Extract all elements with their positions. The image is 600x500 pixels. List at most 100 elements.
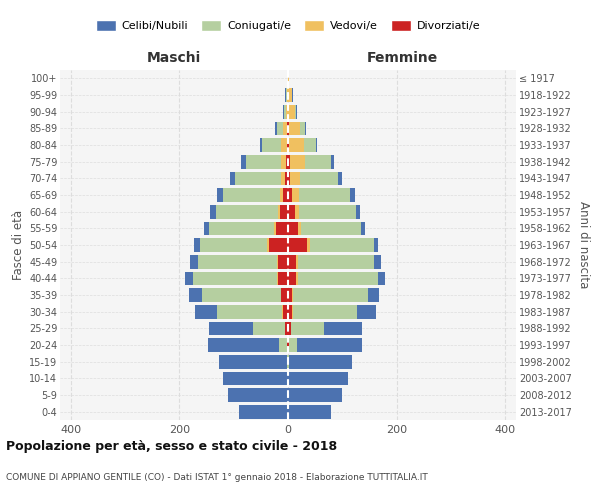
Bar <box>288 255 296 268</box>
Bar <box>288 138 316 152</box>
Bar <box>288 122 305 135</box>
Bar <box>288 155 305 168</box>
Bar <box>288 305 293 318</box>
Bar <box>279 338 288 352</box>
Bar <box>283 105 288 118</box>
Text: COMUNE DI APPIANO GENTILE (CO) - Dati ISTAT 1° gennaio 2018 - Elaborazione TUTTI: COMUNE DI APPIANO GENTILE (CO) - Dati IS… <box>6 473 428 482</box>
Bar <box>223 372 288 385</box>
Bar <box>245 155 288 168</box>
Bar <box>193 272 288 285</box>
Bar <box>276 222 288 235</box>
Bar <box>278 272 288 285</box>
Bar <box>288 272 378 285</box>
Bar <box>287 138 288 152</box>
Bar <box>194 238 288 252</box>
Bar <box>217 188 288 202</box>
Bar <box>280 188 288 202</box>
Bar <box>288 138 304 152</box>
Bar <box>288 372 348 385</box>
Bar <box>288 355 352 368</box>
Bar <box>239 405 288 418</box>
Bar <box>288 188 292 202</box>
Bar <box>285 88 288 102</box>
Bar <box>288 222 365 235</box>
Bar <box>288 338 289 352</box>
Bar <box>287 355 288 368</box>
Bar <box>283 188 288 202</box>
Bar <box>288 105 296 118</box>
Text: Maschi: Maschi <box>147 51 201 65</box>
Bar <box>288 322 325 335</box>
Y-axis label: Fasce di età: Fasce di età <box>11 210 25 280</box>
Bar <box>285 322 288 335</box>
Bar <box>287 88 288 102</box>
Text: Popolazione per età, sesso e stato civile - 2018: Popolazione per età, sesso e stato civil… <box>6 440 337 453</box>
Bar <box>288 255 298 268</box>
Bar <box>288 138 317 152</box>
Bar <box>288 305 376 318</box>
Bar <box>288 188 299 202</box>
Bar <box>200 238 288 252</box>
Bar <box>288 322 291 335</box>
Bar <box>277 272 288 285</box>
Text: Femmine: Femmine <box>367 51 437 65</box>
Bar <box>281 155 288 168</box>
Legend: Celibi/Nubili, Coniugati/e, Vedovi/e, Divorziati/e: Celibi/Nubili, Coniugati/e, Vedovi/e, Di… <box>91 16 485 36</box>
Bar <box>288 288 292 302</box>
Bar <box>217 305 288 318</box>
Bar <box>286 155 288 168</box>
Bar <box>202 288 288 302</box>
Bar <box>280 205 288 218</box>
Bar <box>288 338 362 352</box>
Bar <box>288 88 292 102</box>
Bar <box>228 388 288 402</box>
Bar <box>288 305 357 318</box>
Bar <box>216 205 288 218</box>
Bar <box>199 255 288 268</box>
Bar <box>288 222 301 235</box>
Bar <box>211 205 288 218</box>
Bar <box>219 355 288 368</box>
Bar <box>288 205 295 218</box>
Bar <box>185 272 288 285</box>
Bar <box>235 172 288 185</box>
Bar <box>188 288 288 302</box>
Bar <box>277 122 288 135</box>
Bar <box>285 322 288 335</box>
Bar <box>288 155 290 168</box>
Bar <box>288 272 385 285</box>
Bar <box>288 205 299 218</box>
Bar <box>288 105 296 118</box>
Bar <box>260 138 288 152</box>
Bar <box>284 105 288 118</box>
Bar <box>278 255 288 268</box>
Bar <box>288 272 298 285</box>
Bar <box>288 255 374 268</box>
Bar <box>288 222 361 235</box>
Bar <box>209 322 288 335</box>
Bar <box>281 288 288 302</box>
Bar <box>288 172 300 185</box>
Bar <box>230 172 288 185</box>
Bar <box>209 222 288 235</box>
Bar <box>282 305 288 318</box>
Bar <box>288 238 378 252</box>
Bar <box>223 188 288 202</box>
Bar <box>268 238 288 252</box>
Bar <box>285 172 288 185</box>
Bar <box>288 172 290 185</box>
Bar <box>288 405 331 418</box>
Bar <box>278 205 288 218</box>
Bar <box>288 288 368 302</box>
Bar <box>288 205 356 218</box>
Bar <box>288 222 298 235</box>
Bar <box>286 105 288 118</box>
Bar <box>288 338 297 352</box>
Bar <box>288 122 301 135</box>
Bar <box>288 388 342 402</box>
Bar <box>287 338 288 352</box>
Bar <box>208 338 288 352</box>
Bar <box>262 138 288 152</box>
Bar <box>288 272 296 285</box>
Bar <box>288 172 338 185</box>
